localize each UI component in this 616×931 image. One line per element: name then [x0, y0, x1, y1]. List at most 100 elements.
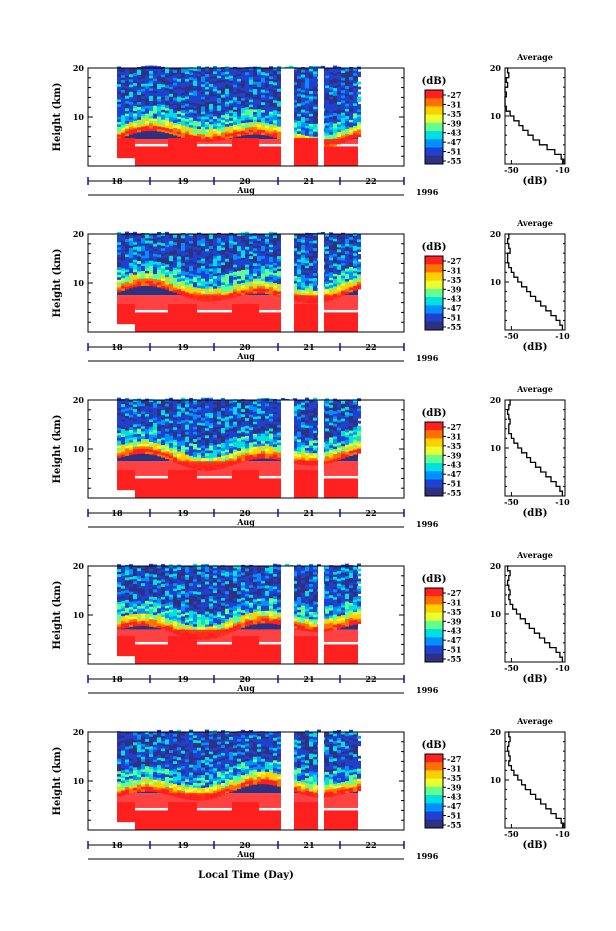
- heatmap-cell: [213, 128, 217, 132]
- heatmap-cell: [193, 95, 197, 99]
- heatmap-cell: [169, 240, 173, 244]
- heatmap-cell: [189, 94, 193, 98]
- heatmap-cell: [237, 270, 241, 274]
- heatmap-cell: [193, 581, 197, 585]
- heatmap-cell: [205, 286, 209, 289]
- heatmap-cell: [129, 131, 133, 135]
- heatmap-cell: [201, 430, 205, 434]
- heatmap-cell: [301, 454, 305, 458]
- heatmap-cell: [237, 86, 241, 89]
- heatmap-cell: [121, 613, 125, 617]
- heatmap-cell: [345, 86, 349, 89]
- heatmap-cell: [169, 280, 173, 284]
- heatmap-cell: [229, 574, 233, 578]
- heatmap-cell: [333, 285, 337, 289]
- heatmap-cell: [165, 67, 169, 71]
- heatmap-cell: [125, 567, 129, 571]
- heatmap-cell: [141, 585, 145, 589]
- heatmap-cell: [185, 592, 189, 596]
- heatmap-cell: [257, 443, 261, 447]
- heatmap-cell: [161, 273, 165, 276]
- heatmap-cell: [121, 593, 125, 597]
- heatmap-cell: [145, 431, 149, 435]
- heatmap-cell: [217, 260, 221, 264]
- heatmap-cell: [261, 433, 265, 437]
- heatmap-cell: [221, 402, 225, 406]
- heatmap-cell: [229, 400, 233, 404]
- heatmap-cell: [293, 270, 297, 274]
- heatmap-cell: [137, 69, 141, 73]
- heatmap-cell: [341, 135, 345, 139]
- heatmap-cell: [221, 137, 225, 141]
- heatmap-cell: [177, 617, 181, 621]
- heatmap-cell: [197, 621, 201, 625]
- heatmap-cell: [153, 604, 157, 608]
- heatmap-cell: [237, 290, 241, 294]
- heatmap-cell: [257, 453, 261, 457]
- heatmap-cell: [149, 128, 153, 131]
- heatmap-cell: [273, 122, 277, 126]
- heatmap-cell: [273, 117, 277, 121]
- month-label: Aug: [236, 517, 255, 527]
- heatmap-cell: [177, 78, 181, 82]
- heatmap-cell: [209, 450, 213, 454]
- heatmap-cell: [193, 456, 197, 460]
- heatmap-cell: [173, 575, 177, 579]
- heatmap-cell: [233, 409, 237, 413]
- heatmap-cell: [233, 81, 237, 85]
- heatmap-cell: [305, 290, 309, 294]
- heatmap-cell: [245, 291, 249, 295]
- heatmap-cell: [133, 127, 137, 131]
- heatmap-cell: [137, 623, 141, 627]
- heatmap-cell: [205, 417, 209, 421]
- heatmap-cell: [213, 285, 217, 289]
- heatmap-cell: [257, 119, 261, 123]
- heatmap-cell: [205, 589, 209, 592]
- heatmap-cell: [241, 589, 245, 593]
- heatmap-cell: [273, 280, 277, 284]
- heatmap-cell: [269, 271, 273, 275]
- heatmap-cell: [277, 604, 281, 608]
- heatmap-cell: [253, 411, 257, 415]
- heatmap-cell: [265, 80, 269, 84]
- heatmap-cell: [305, 130, 309, 134]
- heatmap-cell: [293, 410, 297, 414]
- heatmap-cell: [161, 429, 165, 433]
- heatmap-cell: [325, 291, 329, 294]
- heatmap-cell: [169, 427, 173, 431]
- heatmap-cell: [157, 269, 161, 273]
- heatmap-cell: [153, 616, 157, 620]
- heatmap-cell: [241, 446, 245, 450]
- year-label: 1996: [416, 353, 439, 363]
- heatmap-cell: [161, 285, 165, 289]
- heatmap-cell: [213, 612, 217, 616]
- heatmap-cell: [121, 129, 125, 133]
- heatmap-cell: [345, 253, 349, 257]
- heatmap-cell: [133, 401, 137, 405]
- heatmap-cell: [213, 459, 217, 463]
- heatmap-cell: [237, 618, 241, 622]
- heatmap-cell: [205, 243, 209, 247]
- heatmap-cell: [333, 278, 337, 282]
- heatmap-cell: [121, 114, 125, 118]
- heatmap-cell: [229, 622, 233, 626]
- heatmap-cell: [145, 448, 149, 452]
- heatmap-cell: [201, 108, 205, 112]
- heatmap-cell: [237, 430, 241, 434]
- heatmap-cell: [349, 435, 353, 439]
- heatmap-cell: [177, 582, 181, 586]
- heatmap-cell: [141, 418, 145, 422]
- heatmap-cell: [337, 74, 341, 78]
- heatmap-cell: [141, 263, 145, 267]
- heatmap-cell: [197, 81, 201, 84]
- heatmap-cell: [265, 430, 269, 434]
- heatmap-cell: [241, 244, 245, 248]
- heatmap-cell: [297, 115, 301, 119]
- heatmap-cell: [253, 91, 257, 95]
- heatmap-cell: [153, 251, 157, 255]
- heatmap-cell: [305, 415, 309, 418]
- y-axis-label: Height (km): [52, 83, 63, 152]
- colorbar-swatch: [425, 264, 443, 273]
- heatmap-cell: [249, 407, 253, 410]
- heatmap-cell: [345, 399, 349, 403]
